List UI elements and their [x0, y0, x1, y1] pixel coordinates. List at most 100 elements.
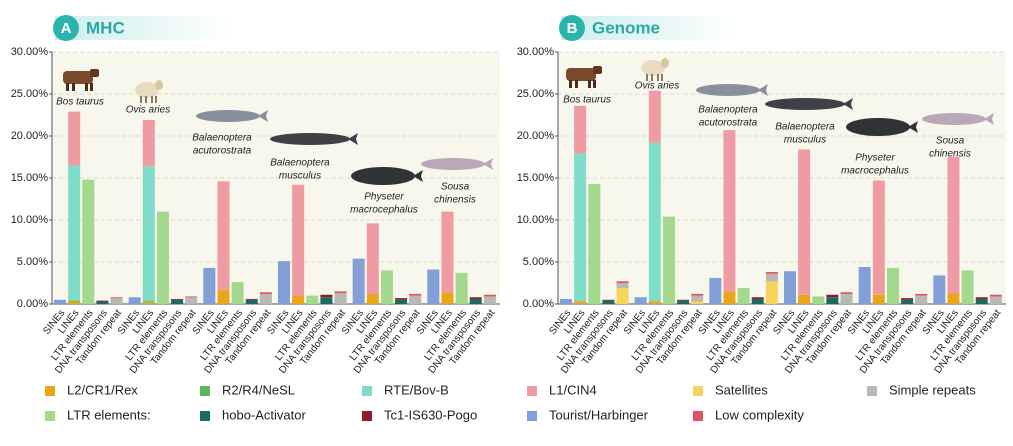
legend-swatch [362, 411, 372, 421]
bar-segment [366, 223, 379, 294]
legend-label: Tc1-IS630-Pogo [384, 407, 477, 422]
bar-segment [691, 293, 704, 296]
bar-segment [826, 294, 839, 298]
whale-icon [922, 113, 986, 125]
bar-segment [96, 300, 109, 302]
panel-badge [559, 15, 585, 41]
bar-segment [142, 166, 155, 302]
bar-segment [915, 293, 928, 296]
bar-segment [68, 165, 81, 301]
whale-icon [258, 110, 268, 122]
whale-icon [483, 158, 493, 170]
whale-icon [413, 170, 423, 182]
y-tick-label: 20.00% [517, 130, 555, 142]
y-tick-label: 0.00% [523, 298, 554, 310]
header-band [55, 16, 235, 40]
bar-segment [306, 295, 319, 304]
legend-swatch [693, 386, 703, 396]
bar-segment [409, 293, 422, 296]
bar-segment [245, 299, 258, 304]
y-tick-label: 10.00% [517, 214, 555, 226]
bar-segment [203, 267, 216, 304]
bar-segment [231, 282, 244, 304]
sheep-icon [661, 74, 663, 81]
bar-segment [648, 90, 661, 143]
bar-segment [483, 294, 496, 297]
legend-label: hobo-Activator [222, 407, 306, 422]
bar-segment [171, 298, 184, 300]
sheep-icon [661, 58, 669, 68]
bar-segment [110, 298, 123, 304]
whale-icon [351, 167, 415, 185]
panel-title: Genome [592, 18, 660, 37]
species-label: macrocephalus [841, 166, 909, 177]
bar-segment [784, 271, 796, 304]
sheep-icon [646, 74, 648, 81]
cow-icon [66, 83, 69, 91]
species-label: Balaenoptera [270, 158, 330, 169]
bar-segment [616, 281, 629, 283]
cow-icon [72, 83, 75, 91]
panel-label: A [61, 20, 72, 37]
bar-segment [574, 105, 587, 154]
whale-icon [843, 98, 853, 110]
bar-segment [812, 296, 825, 304]
bar-segment [469, 298, 482, 304]
bar-segment [395, 298, 408, 300]
bar-segment [751, 298, 764, 304]
bar-segment [602, 300, 615, 304]
bar-segment [395, 299, 408, 304]
whale-icon [758, 84, 768, 96]
bar-segment [901, 298, 914, 300]
sheep-icon [641, 60, 665, 76]
species-label: musculus [784, 135, 826, 146]
bar-segment [334, 291, 347, 294]
species-label: Ovis aries [126, 105, 170, 116]
bar-segment [872, 180, 885, 295]
whale-icon [908, 121, 918, 133]
bar-segment [872, 294, 885, 304]
legend-swatch [45, 411, 55, 421]
bar-segment [662, 216, 675, 304]
whale-icon [846, 118, 910, 136]
bar-segment [380, 270, 393, 304]
bar-segment [217, 289, 230, 304]
y-tick-label: 10.00% [11, 214, 49, 226]
bar-segment [68, 111, 81, 166]
bar-segment [858, 267, 871, 304]
bar-segment [441, 292, 454, 304]
bar-segment [765, 272, 778, 274]
species-label: Ovis aries [635, 81, 679, 92]
bar-segment [320, 294, 333, 298]
y-tick-label: 25.00% [11, 88, 49, 100]
bar-segment [886, 267, 899, 304]
sheep-icon [151, 96, 153, 103]
cow-icon [85, 83, 88, 91]
bar-segment [765, 273, 778, 282]
bar-segment [278, 261, 290, 304]
bar-segment [947, 293, 960, 304]
bar-segment [292, 184, 305, 296]
cow-icon [90, 83, 93, 91]
bar-segment [915, 295, 928, 304]
legend-swatch [527, 386, 537, 396]
whale-icon [696, 84, 760, 96]
bar-segment [574, 153, 587, 302]
species-label: musculus [279, 171, 321, 182]
panel-badge [53, 15, 79, 41]
bar-segment [840, 292, 853, 294]
bar-segment [352, 258, 365, 304]
legend-swatch [200, 386, 210, 396]
y-tick-label: 20.00% [11, 130, 49, 142]
species-label: macrocephalus [350, 205, 418, 216]
bar-segment [409, 295, 422, 304]
bar-segment [483, 296, 496, 304]
legend-label: Low complexity [715, 407, 804, 422]
legend-swatch [527, 411, 537, 421]
sheep-icon [651, 74, 653, 81]
sheep-icon [140, 96, 142, 103]
species-label: chinensis [434, 195, 476, 206]
sheep-icon [657, 74, 659, 81]
panel-title: MHC [86, 18, 125, 37]
bar-segment [723, 130, 736, 292]
